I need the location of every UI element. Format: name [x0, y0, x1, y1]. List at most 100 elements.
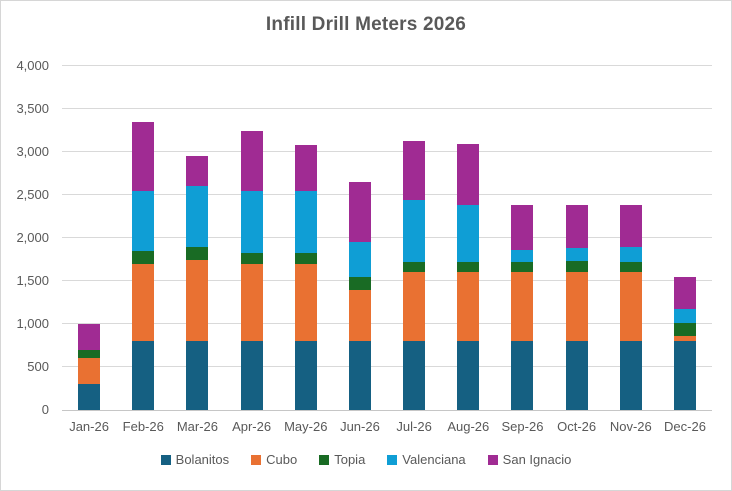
legend-label: Bolanitos [175, 452, 230, 467]
bar-stack [186, 156, 209, 410]
bar-stack [511, 205, 534, 410]
x-axis-tick-label: Dec-26 [664, 419, 706, 434]
bar-segment-cubo [619, 272, 642, 342]
x-axis-tick-label: Oct-26 [557, 419, 597, 434]
bar-segment-topia [673, 323, 696, 337]
bar-slot-dec-26 [658, 66, 712, 410]
bar-segment-topia [403, 262, 426, 273]
bar-segment-topia [240, 252, 263, 264]
bar-slot-jun-26 [333, 66, 387, 410]
bar-segment-bolanitos [403, 341, 426, 410]
x-axis-tick-label: Sep-26 [501, 419, 544, 434]
bar-stack [565, 205, 588, 410]
bar-segment-valenciana [511, 250, 534, 263]
x-axis-tick-label: Mar-26 [176, 419, 219, 434]
legend-label: Valenciana [402, 452, 466, 467]
bar-slot-apr-26 [225, 66, 279, 410]
bar-segment-san-ignacio [403, 140, 426, 201]
legend-swatch-icon [160, 454, 171, 465]
legend-swatch-icon [387, 454, 398, 465]
bar-slot-may-26 [279, 66, 333, 410]
bar-segment-san-ignacio [348, 182, 371, 243]
bar-segment-san-ignacio [132, 121, 155, 191]
bar-segment-topia [619, 262, 642, 273]
bar-segment-cubo [240, 263, 263, 342]
bar-segment-cubo [403, 272, 426, 342]
bar-segment-cubo [78, 358, 101, 385]
chart-title: Infill Drill Meters 2026 [265, 14, 467, 35]
bar-segment-bolanitos [294, 341, 317, 410]
bar-segment-san-ignacio [565, 205, 588, 249]
y-axis-tick-label: 3,500 [16, 101, 49, 116]
bar-segment-san-ignacio [294, 145, 317, 191]
bar-segment-san-ignacio [240, 130, 263, 191]
bar-segment-topia [348, 276, 371, 290]
y-axis-tick-label: 4,000 [16, 58, 49, 73]
bar-stack [78, 324, 101, 410]
bar-slot-nov-26 [604, 66, 658, 410]
bar-segment-valenciana [186, 186, 209, 247]
legend-item-topia: Topia [319, 452, 365, 467]
gridline [62, 65, 712, 66]
bar-slot-mar-26 [170, 66, 224, 410]
bar-segment-san-ignacio [619, 204, 642, 247]
bar-segment-cubo [186, 259, 209, 342]
x-axis-line [62, 410, 712, 411]
bar-segment-bolanitos [78, 384, 101, 410]
bar-stack [240, 130, 263, 410]
bar-segment-bolanitos [457, 341, 480, 410]
bar-stack [348, 182, 371, 410]
bar-segment-bolanitos [565, 341, 588, 410]
bar-segment-topia [78, 349, 101, 359]
bar-segment-valenciana [673, 308, 696, 324]
bar-stack [403, 140, 426, 410]
bar-segment-bolanitos [348, 341, 371, 410]
bar-segment-san-ignacio [457, 144, 480, 206]
legend-item-bolanitos: Bolanitos [160, 452, 230, 467]
bar-segment-topia [132, 250, 155, 264]
gridline [62, 151, 712, 152]
bar-segment-cubo [294, 263, 317, 342]
bar-slot-sep-26 [495, 66, 549, 410]
x-axis-tick-label: Jul-26 [396, 419, 432, 434]
y-axis-tick-label: 1,000 [16, 316, 49, 331]
bar-segment-valenciana [132, 190, 155, 251]
bar-segment-valenciana [294, 190, 317, 253]
bar-stack [132, 121, 155, 410]
x-axis-tick-label: Jun-26 [340, 419, 380, 434]
gridline [62, 366, 712, 367]
x-axis-tick-label: Feb-26 [122, 419, 164, 434]
bar-segment-valenciana [403, 200, 426, 263]
x-axis: Jan-26 Feb-26 Mar-26 Apr-26 May-26 Jun-26 Jul-… [62, 419, 712, 434]
y-axis-tick-label: 0 [41, 402, 49, 417]
bar-stack [457, 144, 480, 410]
bar-segment-bolanitos [619, 341, 642, 410]
legend-swatch-icon [251, 454, 262, 465]
gridline [62, 194, 712, 195]
bar-stack [294, 145, 317, 410]
x-axis-tick-label: Apr-26 [232, 419, 272, 434]
bar-segment-topia [565, 261, 588, 273]
bar-segment-cubo [673, 336, 696, 342]
legend-swatch-icon [487, 454, 498, 465]
bar-segment-valenciana [240, 190, 263, 253]
bar-segment-topia [457, 262, 480, 273]
bar-segment-cubo [511, 272, 534, 342]
bar-segment-topia [294, 252, 317, 264]
gridline [62, 108, 712, 109]
bar-segment-cubo [348, 289, 371, 342]
x-axis-tick-label: Jan-26 [69, 419, 109, 434]
bar-slot-feb-26 [116, 66, 170, 410]
bar-segment-valenciana [619, 246, 642, 263]
bar-stack [619, 204, 642, 410]
bar-segment-bolanitos [673, 341, 696, 410]
bar-segment-cubo [457, 272, 480, 342]
bar-slot-jan-26 [62, 66, 116, 410]
bar-segment-san-ignacio [78, 324, 101, 350]
bar-segment-valenciana [348, 242, 371, 277]
gridline [62, 323, 712, 324]
legend-item-valenciana: Valenciana [387, 452, 466, 467]
bar-segment-valenciana [457, 205, 480, 263]
gridline [62, 280, 712, 281]
